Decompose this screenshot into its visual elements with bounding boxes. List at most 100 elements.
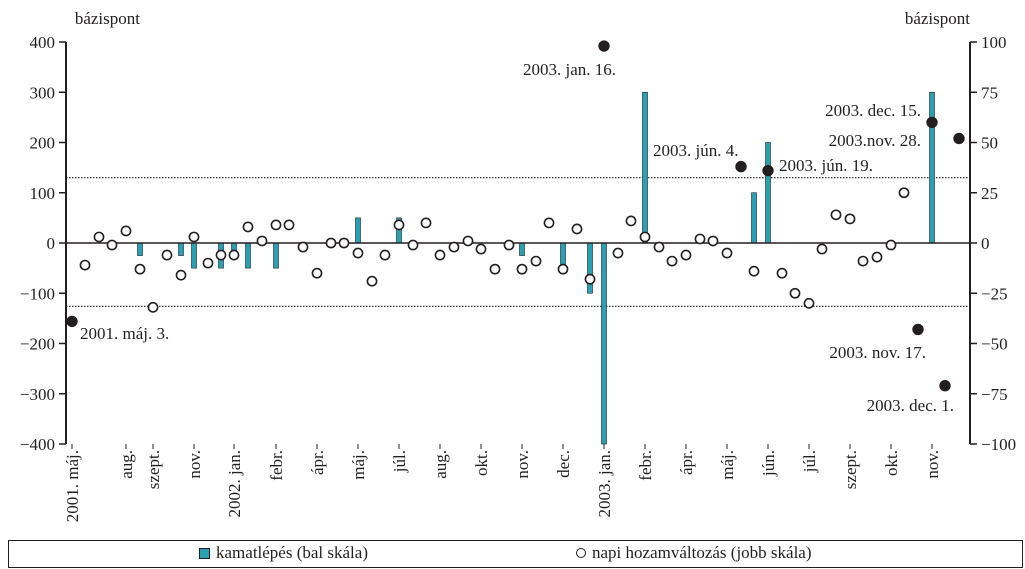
x-tick-label: szept. xyxy=(144,450,163,489)
right-tick-label: 100 xyxy=(981,33,1007,52)
dot-filled xyxy=(912,323,924,336)
left-tick-label: 400 xyxy=(30,33,56,52)
dot-open xyxy=(571,223,583,235)
dot-open xyxy=(612,247,624,259)
chart: bázispont bázispont 2001. máj. 3. 2003. … xyxy=(20,9,1016,522)
bar xyxy=(642,91,648,244)
right-tick-label: 50 xyxy=(981,134,998,153)
dot-open xyxy=(625,215,637,227)
dot-open xyxy=(134,263,146,275)
dot-open xyxy=(803,297,815,309)
dot-open xyxy=(242,221,254,233)
dot-open xyxy=(898,187,910,199)
x-tick-label: szept. xyxy=(841,450,860,489)
dot-open xyxy=(543,217,555,229)
x-tick-label: nov. xyxy=(185,450,204,479)
bar xyxy=(601,242,607,445)
left-tick-label: −100 xyxy=(20,284,55,303)
annotation-2003-jun-4: 2003. jún. 4. xyxy=(653,141,738,160)
bar xyxy=(519,242,525,256)
dot-open xyxy=(79,259,91,271)
dot-open xyxy=(283,219,295,231)
dot-open xyxy=(816,243,828,255)
x-tick-label: okt. xyxy=(472,450,491,476)
right-axis-label: bázispont xyxy=(905,9,970,28)
dot-open xyxy=(325,237,337,249)
left-tick-label: −300 xyxy=(20,385,55,404)
dot-open xyxy=(857,255,869,267)
dot-open xyxy=(420,217,432,229)
dot-open xyxy=(789,287,801,299)
dot-open xyxy=(147,301,159,313)
x-tick-label: ápr. xyxy=(308,450,327,475)
dot-open xyxy=(557,263,569,275)
x-tick-label: jún. xyxy=(759,450,778,477)
dot-open xyxy=(530,255,542,267)
annotation-2003-jun-19: 2003. jún. 19. xyxy=(779,156,873,175)
right-tick-label: −25 xyxy=(981,284,1008,303)
bar-swatch-icon xyxy=(199,547,210,559)
dot-open xyxy=(748,265,760,277)
dot-open xyxy=(93,231,105,243)
dot-open xyxy=(228,249,240,261)
dot-open xyxy=(393,219,405,231)
dot-open xyxy=(175,269,187,281)
bar xyxy=(929,91,935,244)
dot-open xyxy=(256,235,268,247)
bar xyxy=(587,242,593,294)
annotation-2003-nov-28: 2003.nov. 28. xyxy=(829,131,921,150)
dot-open xyxy=(120,225,132,237)
bar xyxy=(178,242,184,256)
dot-open xyxy=(721,247,733,259)
x-tick-label: 2001. máj. xyxy=(63,450,82,522)
dot-open xyxy=(871,251,883,263)
annotation-2003-jan-16: 2003. jan. 16. xyxy=(523,60,616,79)
dot-open xyxy=(503,239,515,251)
x-tick-label: aug. xyxy=(117,450,136,479)
x-tick-label: 2003. jan. xyxy=(595,450,614,518)
left-tick-label: 300 xyxy=(30,83,56,102)
x-tick-label: máj. xyxy=(718,450,737,480)
open-circle-icon xyxy=(576,548,586,558)
dot-filled xyxy=(762,164,774,177)
dot-open xyxy=(379,249,391,261)
x-tick-label: máj. xyxy=(349,450,368,480)
legend-label-dots: napi hozamváltozás (jobb skála) xyxy=(592,543,812,562)
dot-open xyxy=(366,275,378,287)
x-tick-label: febr. xyxy=(636,450,655,481)
right-tick-label: −100 xyxy=(981,435,1016,454)
dot-filled xyxy=(66,315,78,328)
annotation-2003-dec-15: 2003. dec. 15. xyxy=(825,101,921,120)
dot-open xyxy=(639,231,651,243)
dot-open xyxy=(338,237,350,249)
x-tick-label: aug. xyxy=(431,450,450,479)
right-tick-label: −75 xyxy=(981,385,1008,404)
dot-open xyxy=(215,249,227,261)
x-tick-label: okt. xyxy=(882,450,901,476)
dot-open xyxy=(448,241,460,253)
dot-open xyxy=(666,255,678,267)
dot-open xyxy=(106,239,118,251)
left-tick-label: 200 xyxy=(30,134,56,153)
dot-open xyxy=(707,235,719,247)
x-tick-label: 2002. jan. xyxy=(225,450,244,518)
x-tick-label: nov. xyxy=(923,450,942,479)
right-tick-label: 75 xyxy=(981,83,998,102)
annotation-2003-dec-1: 2003. dec. 1. xyxy=(867,396,954,415)
dot-open xyxy=(584,273,596,285)
dot-open xyxy=(297,241,309,253)
dot-open xyxy=(161,249,173,261)
bar xyxy=(137,242,143,256)
dot-filled xyxy=(735,160,747,173)
dot-open xyxy=(844,213,856,225)
x-tick-label: nov. xyxy=(513,450,532,479)
dot-open xyxy=(475,243,487,255)
x-tick-label: dec. xyxy=(554,450,573,478)
dot-open xyxy=(270,219,282,231)
right-tick-label: 25 xyxy=(981,184,998,203)
dot-open xyxy=(489,263,501,275)
dot-open xyxy=(885,239,897,251)
dot-open xyxy=(434,249,446,261)
x-tick-label: júl. xyxy=(800,450,819,473)
legend-label-bars: kamatlépés (bal skála) xyxy=(216,543,368,562)
